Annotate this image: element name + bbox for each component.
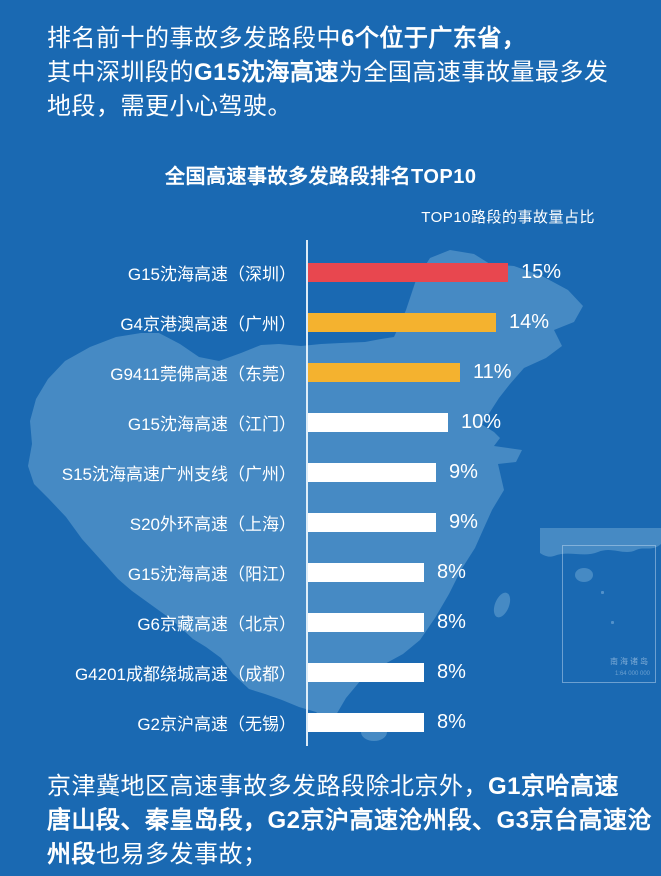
bar-value: 9% <box>449 460 478 483</box>
text-line: 排名前十的事故多发路段中6个位于广东省， <box>47 22 637 56</box>
bar-row: G4201成都绕城高速（成都） 8% <box>0 647 661 697</box>
bar-value: 14% <box>509 310 550 333</box>
bar-row: S20外环高速（上海） 9% <box>0 497 661 547</box>
bar-label: S20外环高速（上海） <box>129 514 296 534</box>
inset-island-dot <box>611 621 614 624</box>
highlighted-text: G15沈海高速 <box>194 59 339 86</box>
bar <box>308 612 424 632</box>
bar-row: G15沈海高速（阳江） 8% <box>0 547 661 597</box>
bar <box>308 262 508 282</box>
bar <box>308 362 460 382</box>
inset-coast-shape <box>540 528 661 582</box>
text-line: 州段也易多发事故； <box>47 838 637 872</box>
bar <box>308 562 424 582</box>
text-line: 京津冀地区高速事故多发路段除北京外，G1京哈高速 <box>47 770 637 804</box>
bar-row: G9411莞佛高速（东莞） 11% <box>0 347 661 397</box>
highlighted-text: 6个位于广东省， <box>341 25 527 52</box>
bar-chart: G15沈海高速（深圳） 15% G4京港澳高速（广州） 14% G9411莞佛高速（东莞… <box>0 247 661 747</box>
inset-scale: 1:64 000 000 <box>614 671 650 677</box>
plain-text: 排名前十的事故多发路段中 <box>47 25 341 52</box>
bar <box>308 512 436 532</box>
bar-row: G4京港澳高速（广州） 14% <box>0 297 661 347</box>
text-line: 其中深圳段的G15沈海高速为全国高速事故量最多发 <box>47 56 637 90</box>
bar <box>308 412 448 432</box>
bar <box>308 462 436 482</box>
intro-text: 排名前十的事故多发路段中6个位于广东省， 其中深圳段的G15沈海高速为全国高速事故… <box>47 22 637 124</box>
bar-label: G2京沪高速（无锡） <box>137 714 296 734</box>
inset-island-dot <box>601 591 604 594</box>
bar-row: S15沈海高速广州支线（广州） 9% <box>0 447 661 497</box>
highlighted-text: 唐山段、秦皇岛段，G2京沪高速沧州段、G3京台高速沧 <box>47 807 653 834</box>
plain-text: 也易多发事故； <box>96 841 268 868</box>
plain-text: 其中深圳段的 <box>47 59 194 86</box>
bar-label: G15沈海高速（阳江） <box>127 564 296 584</box>
chart-value-axis-label: TOP10路段的事故量占比 <box>421 209 595 226</box>
chart-title: 全国高速事故多发路段排名TOP10 <box>165 166 477 188</box>
south-china-sea-inset: 南海诸岛 1:64 000 000 <box>562 545 656 683</box>
bar-value: 10% <box>461 410 502 433</box>
bar-row: G15沈海高速（深圳） 15% <box>0 247 661 297</box>
bar-value: 8% <box>437 710 466 733</box>
plain-text: 地段，需更小心驾驶。 <box>47 93 292 120</box>
bar <box>308 662 424 682</box>
bar-row: G15沈海高速（江门） 10% <box>0 397 661 447</box>
taiwan-island <box>493 592 511 618</box>
chart-axis-line <box>306 240 308 746</box>
bar-label: G15沈海高速（江门） <box>127 414 296 434</box>
bar-value: 15% <box>521 260 562 283</box>
bar-row: G2京沪高速（无锡） 8% <box>0 697 661 747</box>
bar-value: 9% <box>449 510 478 533</box>
bar-label: G4京港澳高速（广州） <box>120 314 296 334</box>
bar <box>308 312 496 332</box>
bar-value: 8% <box>437 610 466 633</box>
text-line: 唐山段、秦皇岛段，G2京沪高速沧州段、G3京台高速沧 <box>47 804 652 838</box>
bar-row: G6京藏高速（北京） 8% <box>0 597 661 647</box>
highlighted-text: 州段 <box>47 841 96 868</box>
bar-label: G9411莞佛高速（东莞） <box>110 364 296 384</box>
highlighted-text: G1京哈高速 <box>488 773 620 800</box>
footer-text: 京津冀地区高速事故多发路段除北京外，G1京哈高速唐山段、秦皇岛段，G2京沪高速沧… <box>47 770 652 872</box>
bar-label: G15沈海高速（深圳） <box>127 264 296 284</box>
bar-label: G6京藏高速（北京） <box>137 614 296 634</box>
plain-text: 京津冀地区高速事故多发路段除北京外， <box>47 773 488 800</box>
bar-label: G4201成都绕城高速（成都） <box>74 664 296 684</box>
plain-text: 为全国高速事故量最多发 <box>338 59 609 86</box>
text-line: 地段，需更小心驾驶。 <box>47 90 637 124</box>
bar-value: 8% <box>437 660 466 683</box>
bar-value: 8% <box>437 560 466 583</box>
bar <box>308 712 424 732</box>
bar-label: S15沈海高速广州支线（广州） <box>61 464 296 484</box>
inset-label: 南海诸岛 <box>610 657 650 666</box>
bar-value: 11% <box>473 360 512 383</box>
